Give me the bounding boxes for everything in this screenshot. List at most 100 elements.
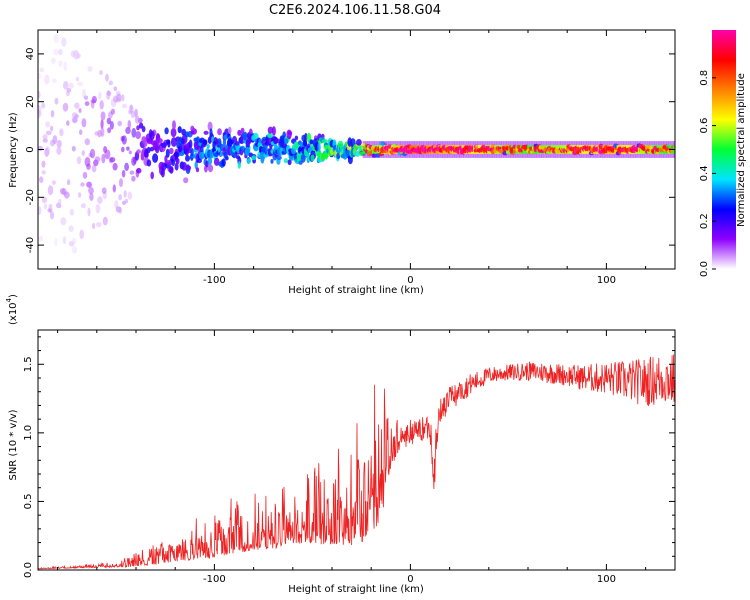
heatmap-cell	[68, 82, 74, 89]
heatmap-cell	[119, 178, 123, 188]
heatmap-cell	[126, 146, 130, 151]
heatmap-band-edge	[390, 141, 394, 146]
heatmap-cell	[42, 134, 48, 141]
heatmap-cell	[217, 128, 222, 136]
snr-x-tick-label: -100	[203, 574, 226, 585]
heatmap-y-tick-label: -20	[25, 189, 36, 205]
heatmap-cell	[129, 170, 135, 175]
heatmap-band-edge	[407, 153, 410, 158]
heatmap-band-edge	[369, 153, 373, 158]
heatmap-cell	[61, 37, 67, 47]
heatmap-band-edge	[529, 141, 533, 146]
heatmap-band-edge	[604, 141, 608, 146]
heatmap-band-edge	[501, 141, 504, 146]
heatmap-band-edge	[546, 141, 549, 146]
heatmap-band-edge	[581, 153, 584, 158]
heatmap-cell	[74, 102, 80, 109]
heatmap-band-edge	[421, 141, 424, 146]
heatmap-band-edge	[651, 141, 655, 146]
heatmap-band-edge	[517, 153, 521, 158]
heatmap-y-ticks: -40 -20 0 20 40	[25, 48, 675, 253]
heatmap-band-edge	[416, 153, 420, 158]
heatmap-cell	[69, 208, 75, 216]
heatmap-cell	[195, 167, 200, 173]
heatmap-band-edge	[644, 153, 648, 158]
heatmap-band-edge	[444, 153, 448, 158]
heatmap-cell	[41, 170, 46, 175]
snr-x-axis-label: Height of straight line (km)	[288, 584, 424, 595]
heatmap-band-edge	[489, 141, 493, 146]
heatmap-cell	[89, 148, 96, 159]
heatmap-band-edge	[583, 141, 587, 146]
heatmap-band-edge	[536, 141, 540, 146]
heatmap-band-edge	[567, 153, 570, 158]
heatmap-band-edge	[520, 153, 523, 158]
heatmap-cell	[71, 145, 76, 152]
heatmap-cell	[178, 136, 183, 147]
heatmap-cell	[100, 119, 104, 129]
heatmap-cell	[102, 216, 108, 226]
heatmap-band-edge	[635, 153, 638, 158]
colorbar-tick-label: 0.8	[699, 70, 710, 86]
heatmap-band-edge	[600, 153, 603, 158]
heatmap-cell	[172, 120, 176, 130]
heatmap-x-ticks: -100 0 100	[57, 30, 647, 286]
heatmap-band-edge	[390, 153, 394, 158]
heatmap-band-edge	[534, 141, 537, 146]
heatmap-band-edge	[515, 141, 519, 146]
heatmap-band-edge	[593, 153, 596, 158]
heatmap-cell	[149, 130, 155, 141]
heatmap-cell	[86, 181, 92, 188]
heatmap-band-edge	[499, 153, 502, 158]
heatmap-band-edge	[590, 153, 594, 158]
snr-multiplier-exp: 4	[5, 297, 13, 302]
heatmap-cell	[98, 91, 102, 100]
heatmap-band-edge	[386, 153, 389, 158]
heatmap-cell	[271, 126, 276, 136]
heatmap-cell	[101, 153, 106, 164]
heatmap-cell	[251, 155, 257, 161]
heatmap-band-edge	[466, 141, 469, 146]
snr-y-tick-label: 0.5	[23, 493, 34, 509]
heatmap-cell	[141, 125, 146, 133]
heatmap-cell	[161, 142, 167, 148]
heatmap-band-edge	[412, 153, 415, 158]
heatmap-cell	[99, 100, 104, 110]
heatmap-cell	[45, 130, 52, 136]
heatmap-band-edge	[513, 141, 516, 146]
heatmap-band-edge	[433, 153, 436, 158]
heatmap-band-edge	[388, 141, 391, 146]
heatmap-y-tick-label: 40	[25, 48, 36, 61]
heatmap-cell	[90, 99, 97, 104]
heatmap-cell	[221, 158, 226, 167]
heatmap-band	[388, 145, 391, 154]
heatmap-band-edge	[593, 141, 596, 146]
heatmap-band-edge	[383, 153, 387, 158]
heatmap-band-edge	[510, 141, 514, 146]
heatmap-band-edge	[621, 153, 624, 158]
heatmap-band-edge	[658, 153, 662, 158]
snr-x-tick-label: 100	[597, 574, 616, 585]
heatmap-band-edge	[477, 141, 481, 146]
heatmap-cell	[131, 127, 137, 138]
heatmap-band-edge	[666, 153, 669, 158]
heatmap-cell	[200, 146, 204, 153]
heatmap-band-edge	[449, 141, 453, 146]
heatmap-band-edge	[442, 141, 446, 146]
colorbar-label: Normalized spectral amplitude	[736, 73, 747, 227]
heatmap-cell	[146, 146, 151, 154]
heatmap-band-edge	[482, 153, 486, 158]
heatmap-cell	[109, 121, 114, 130]
heatmap-band-edge	[475, 153, 479, 158]
heatmap-cell	[127, 120, 132, 129]
heatmap-band-edge	[557, 153, 561, 158]
heatmap-cell	[72, 117, 78, 124]
heatmap-band-edge	[663, 153, 667, 158]
heatmap-cell	[149, 146, 155, 152]
heatmap-band-edge	[564, 153, 568, 158]
heatmap-band-edge	[609, 141, 613, 146]
heatmap-cell	[52, 135, 58, 145]
heatmap-cell	[66, 179, 71, 186]
heatmap-band-edge	[595, 141, 598, 146]
heatmap-cell	[108, 80, 114, 86]
